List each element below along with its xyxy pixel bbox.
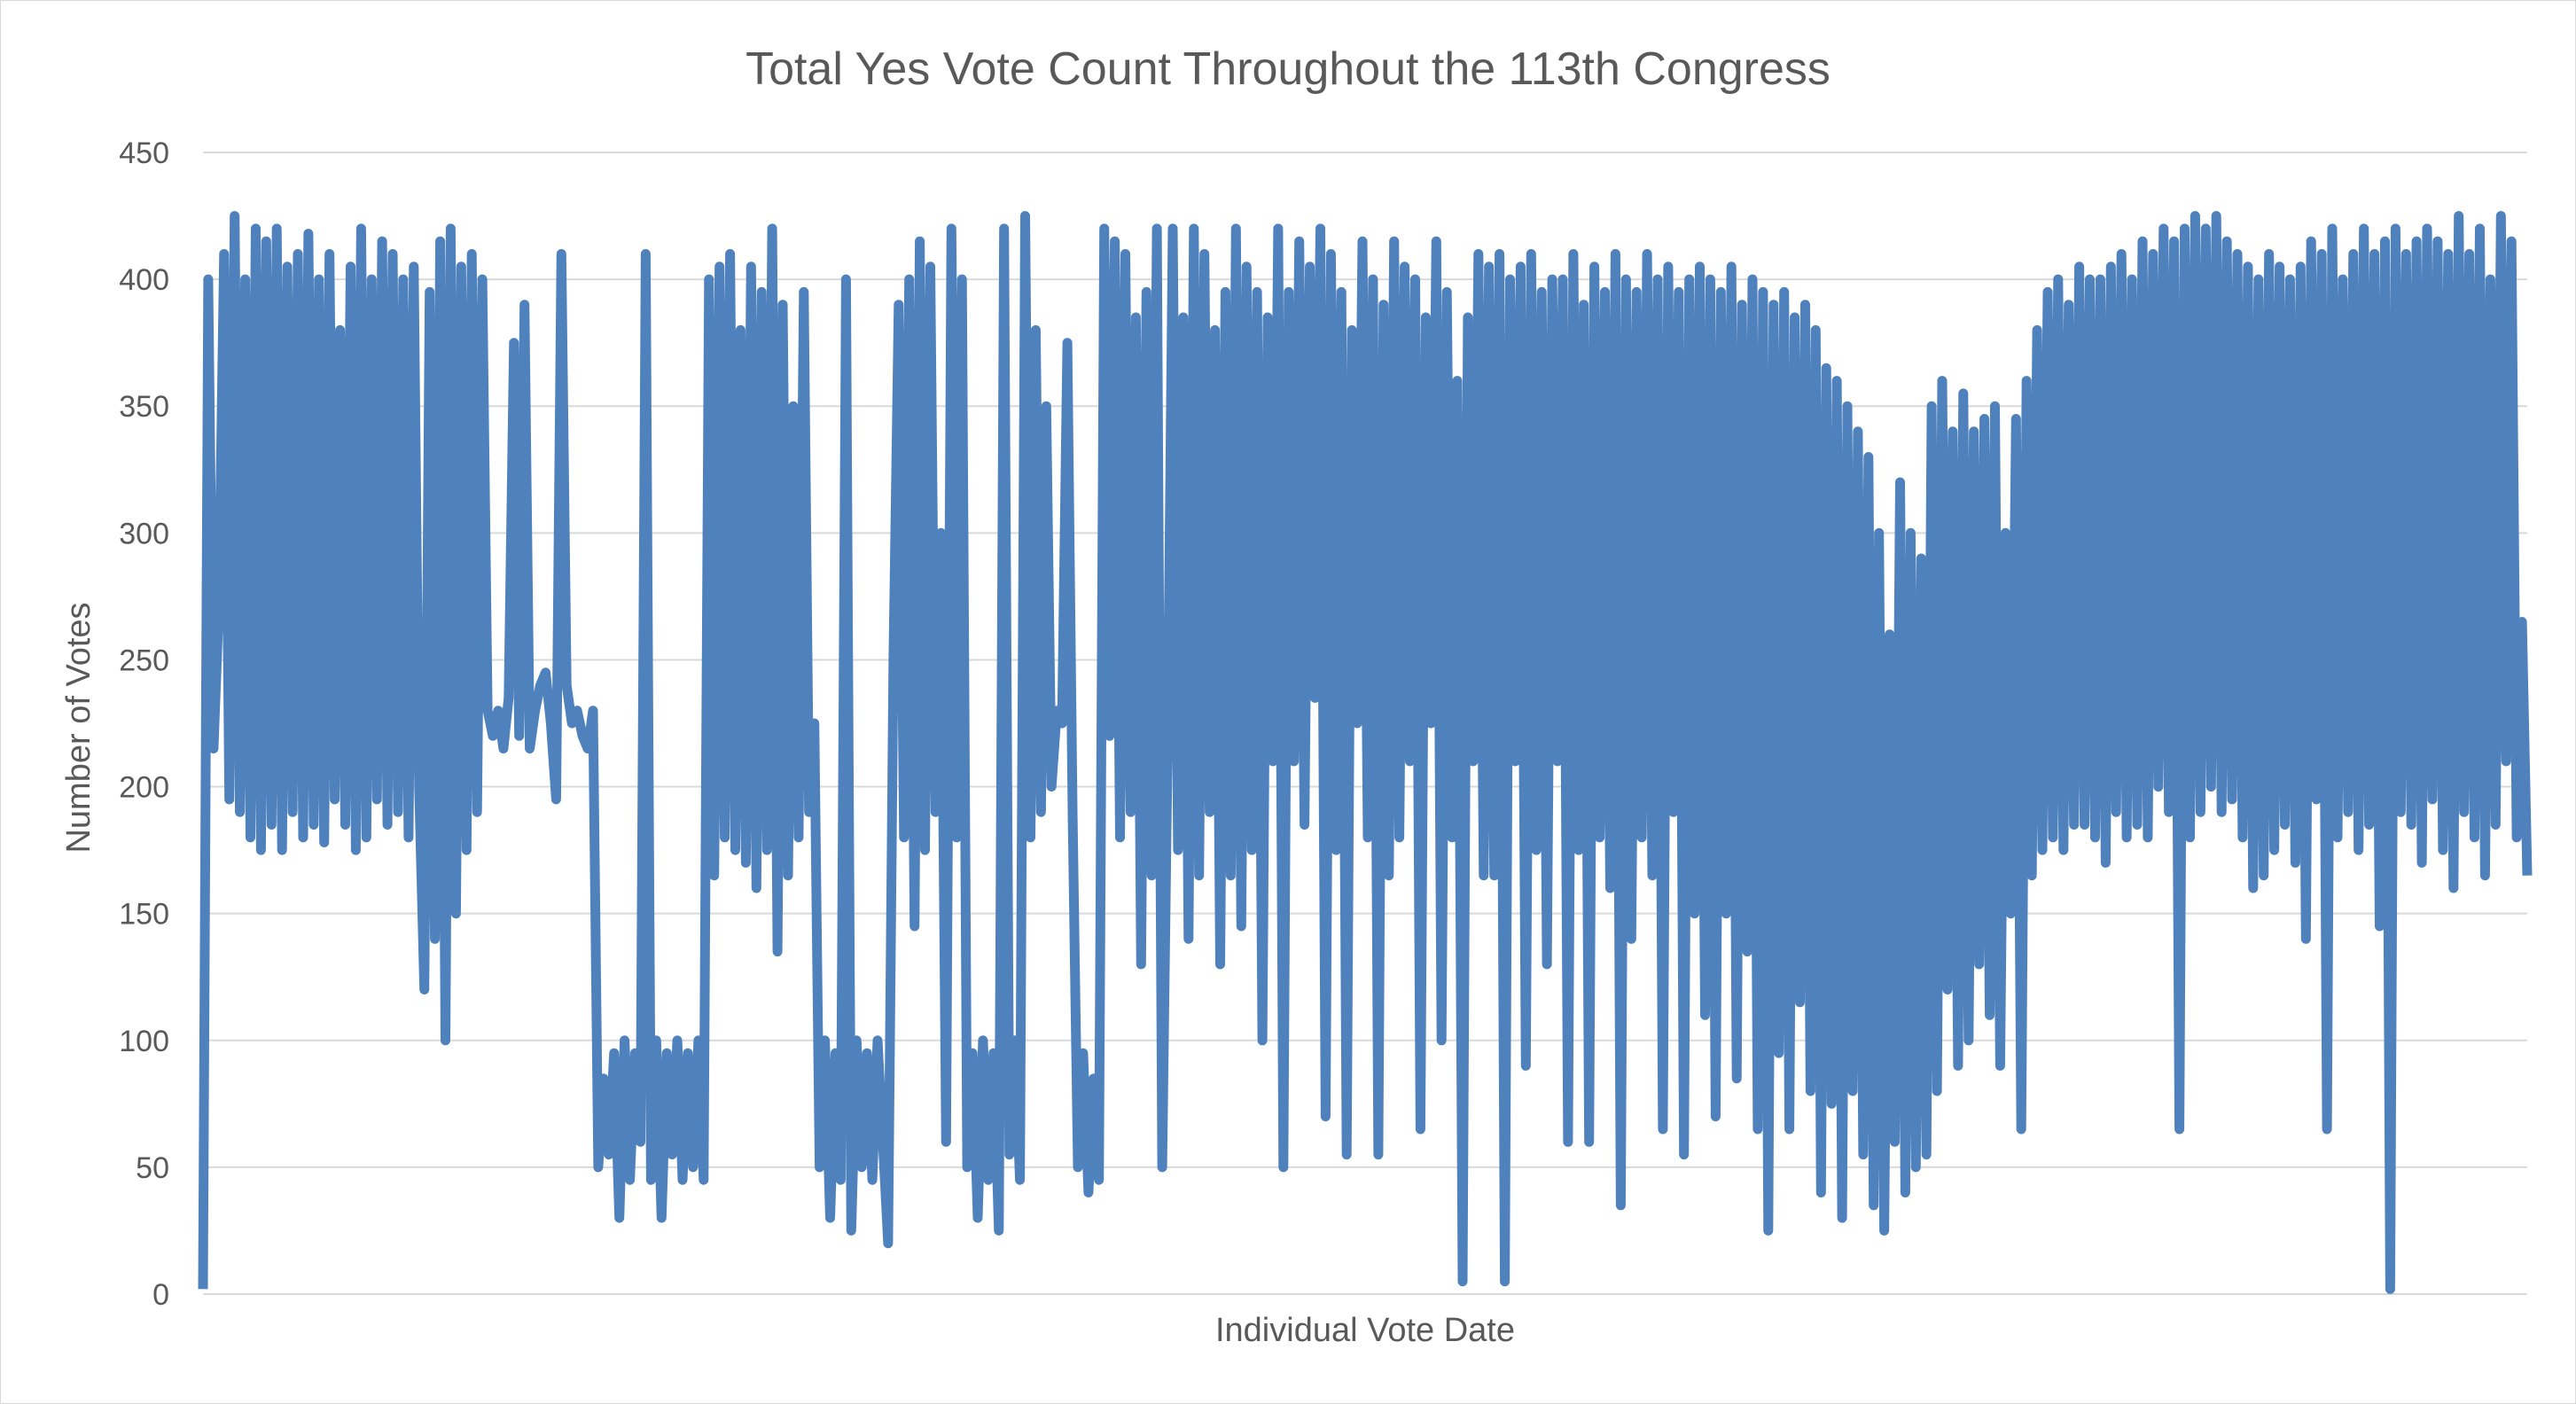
y-tick-label: 400 <box>119 263 169 297</box>
y-tick-label: 100 <box>119 1025 169 1058</box>
y-tick-label: 200 <box>119 771 169 805</box>
chart-title: Total Yes Vote Count Throughout the 113t… <box>745 43 1831 95</box>
y-tick-label: 450 <box>119 136 169 170</box>
y-tick-label: 350 <box>119 390 169 424</box>
y-axis-title: Number of Votes <box>60 602 98 853</box>
y-tick-label: 300 <box>119 517 169 550</box>
y-tick-label: 150 <box>119 898 169 932</box>
x-axis-title: Individual Vote Date <box>1215 1312 1515 1349</box>
y-tick-label: 50 <box>136 1151 169 1185</box>
y-axis-tick-labels: 0 50 100 150 200 250 300 350 400 450 <box>119 136 169 1312</box>
y-tick-label: 250 <box>119 644 169 677</box>
y-tick-label: 0 <box>152 1278 169 1312</box>
series-line-yes-votes <box>198 211 2533 1294</box>
